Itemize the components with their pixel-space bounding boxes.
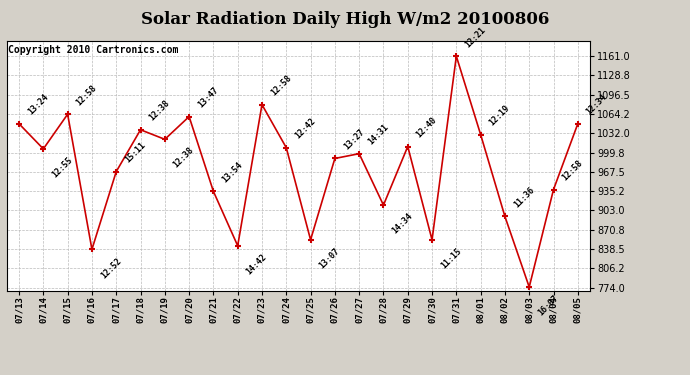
Text: 13:07: 13:07 [317,246,342,270]
Text: 14:34: 14:34 [391,211,415,236]
Text: 12:52: 12:52 [99,256,123,280]
Text: 12:38: 12:38 [148,99,172,123]
Text: 12:21: 12:21 [463,25,487,49]
Text: 12:58: 12:58 [75,83,99,107]
Text: 14:31: 14:31 [366,123,390,147]
Text: 12:42: 12:42 [293,117,317,141]
Text: 11:36: 11:36 [512,186,536,210]
Text: 12:38: 12:38 [172,146,196,170]
Text: Solar Radiation Daily High W/m2 20100806: Solar Radiation Daily High W/m2 20100806 [141,11,549,28]
Text: 12:58: 12:58 [560,159,584,183]
Text: 14:42: 14:42 [245,252,268,276]
Text: 12:40: 12:40 [415,116,439,140]
Text: 13:27: 13:27 [342,128,366,152]
Text: 15:11: 15:11 [124,141,147,165]
Text: 12:34: 12:34 [584,93,609,117]
Text: 13:24: 13:24 [26,93,50,117]
Text: 12:58: 12:58 [269,74,293,98]
Text: 11:15: 11:15 [439,246,463,270]
Text: Copyright 2010 Cartronics.com: Copyright 2010 Cartronics.com [8,45,179,55]
Text: 12:19: 12:19 [488,104,511,128]
Text: 12:55: 12:55 [50,155,75,180]
Text: 16:07: 16:07 [536,294,560,318]
Text: 13:47: 13:47 [196,86,220,109]
Text: 13:54: 13:54 [220,160,244,184]
